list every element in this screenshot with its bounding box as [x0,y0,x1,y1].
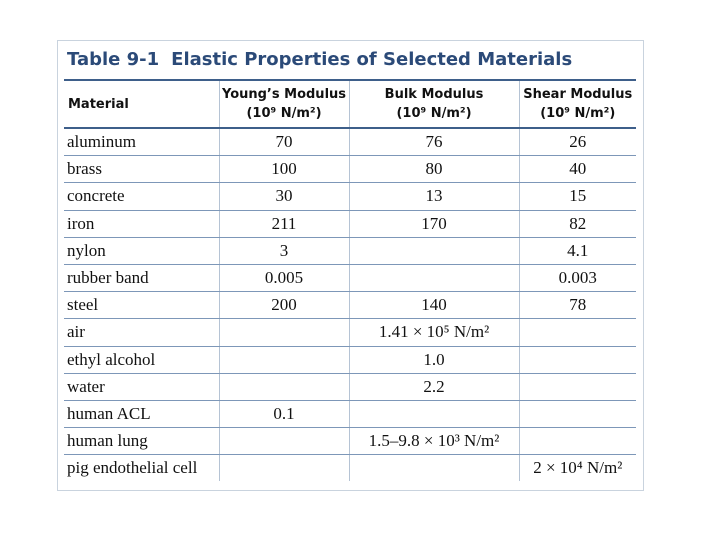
header-row: Material Young’s Modulus (10⁹ N/m²) Bulk Mo… [64,79,636,129]
material-cell: water [64,373,219,401]
value-cell: 3 [218,237,349,265]
empty-cell [348,237,519,265]
empty-cell [218,427,349,456]
empty-cell [218,454,349,482]
header-name: Shear Modulus [523,87,633,102]
value-cell: 0.003 [518,264,636,293]
table-row: rubber band 0.005 0.003 [64,264,636,293]
value-cell: 76 [348,128,519,157]
header-cell: Material [64,79,219,129]
material-cell: concrete [64,182,219,211]
header-cell: Shear Modulus (10⁹ N/m²) [518,79,636,129]
empty-cell [518,427,636,456]
table-body: aluminum 70 76 26 brass 100 80 40 concrete 30 13 15… [64,128,636,482]
empty-cell [218,318,349,347]
value-cell: 2 × 10⁴ N/m² [518,454,636,482]
table-row: air 1.41 × 10⁵ N/m² [64,318,636,347]
material-cell: pig endothelial cell [67,458,198,478]
material-cell: iron [64,210,219,238]
table-row: human lung 1.5–9.8 × 10³ N/m² [64,427,636,456]
value-cell: 70 [218,128,349,157]
table-row: nylon 3 4.1 [64,237,636,265]
value-cell: 100 [218,155,349,184]
header-unit: (10⁹ N/m²) [246,106,322,121]
table-title: Table 9-1 Elastic Properties of Selected … [67,49,584,70]
value-cell: 78 [518,291,636,320]
value-cell: 140 [348,291,519,320]
header-name: Young’s Modulus [221,87,347,102]
value-cell: 82 [518,210,636,238]
value-cell: 200 [218,291,349,320]
material-cell: steel [64,291,219,320]
table-row: water 2.2 [64,373,636,401]
empty-cell [348,454,519,482]
value-cell: 1.41 × 10⁵ N/m² [348,318,519,347]
table-row: ethyl alcohol 1.0 [64,346,636,374]
value-cell: 40 [518,155,636,184]
value-cell: 2.2 [348,373,519,401]
title-text: Elastic Properties of Selected Materials [171,49,573,70]
header-cell: Young’s Modulus (10⁹ N/m²) [218,79,349,129]
value-cell: 1.5–9.8 × 10³ N/m² [348,427,519,456]
header-cell: Bulk Modulus (10⁹ N/m²) [348,79,519,129]
material-cell: air [64,318,219,347]
table-row: brass 100 80 40 [64,155,636,184]
table-label: Table 9-1 [67,49,160,70]
table-row: pig endothelial cell 2 × 10⁴ N/m² [64,454,636,482]
header-name: Material [68,96,129,112]
empty-cell [348,264,519,293]
material-cell: brass [64,155,219,184]
header-unit: (10⁹ N/m²) [396,106,472,121]
value-cell: 80 [348,155,519,184]
empty-cell [518,400,636,429]
value-cell: 4.1 [518,237,636,265]
material-cell: nylon [64,237,219,265]
material-cell: ethyl alcohol [64,346,219,374]
data-table: Material Young’s Modulus (10⁹ N/m²) Bulk Mo… [64,79,636,482]
table-row: aluminum 70 76 26 [64,128,636,157]
value-cell: 30 [218,182,349,211]
empty-cell [218,346,349,374]
value-cell: 13 [348,182,519,211]
material-cell: human lung [64,427,219,456]
material-cell: aluminum [64,128,219,157]
empty-cell [518,373,636,401]
header-unit: (10⁹ N/m²) [540,106,616,121]
table-row: human ACL 0.1 [64,400,636,429]
header-name: Bulk Modulus [384,87,484,102]
value-cell: 0.1 [218,400,349,429]
value-cell: 15 [518,182,636,211]
value-cell: 1.0 [348,346,519,374]
value-cell: 170 [348,210,519,238]
empty-cell [218,373,349,401]
empty-cell [518,318,636,347]
table-row: concrete 30 13 15 [64,182,636,211]
value-cell: 211 [218,210,349,238]
table-row: steel 200 140 78 [64,291,636,320]
empty-cell [518,346,636,374]
empty-cell [348,400,519,429]
value-cell: 26 [518,128,636,157]
value-cell: 0.005 [218,264,349,293]
material-cell: human ACL [64,400,219,429]
table-row: iron 211 170 82 [64,210,636,238]
material-cell: rubber band [64,264,219,293]
table-frame: Table 9-1 Elastic Properties of Selected … [57,40,644,491]
